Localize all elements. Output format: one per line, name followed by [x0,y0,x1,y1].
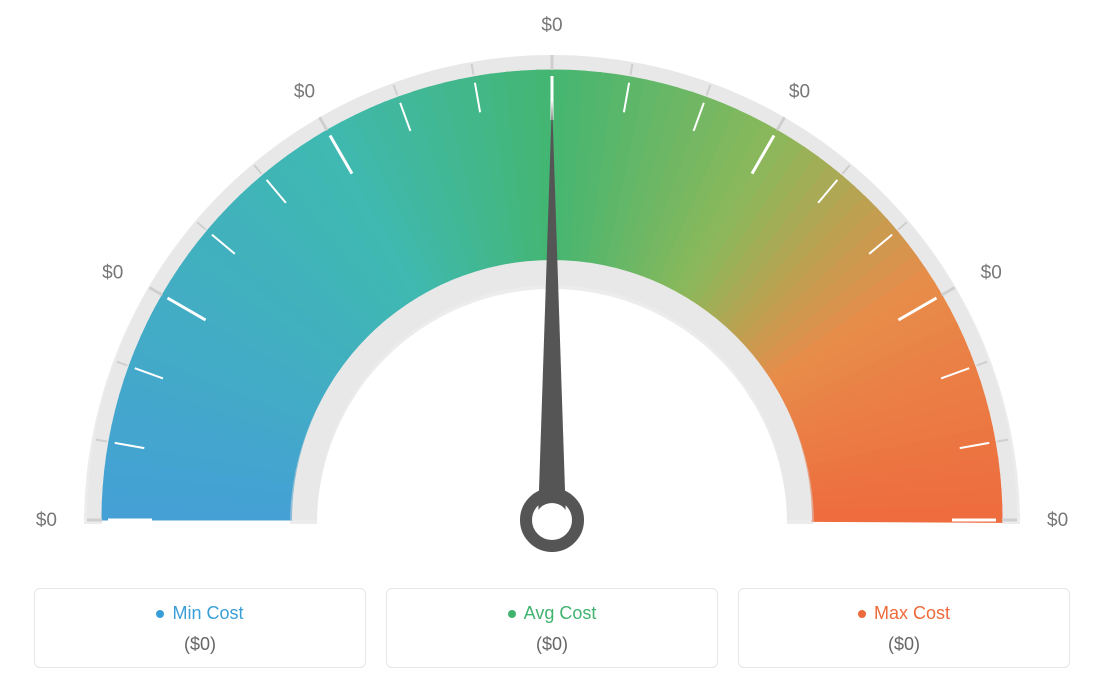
legend-dot-min [156,610,164,618]
legend-value-max: ($0) [749,634,1059,655]
legend-row: Min Cost ($0) Avg Cost ($0) Max Cost ($0… [34,588,1070,668]
legend-card-min: Min Cost ($0) [34,588,366,668]
legend-title-max: Max Cost [858,603,950,624]
gauge-area: $0 $0 $0 $0 $0 $0 $0 [0,0,1104,560]
svg-text:$0: $0 [981,263,1002,284]
legend-label-avg: Avg Cost [524,603,597,624]
legend-value-avg: ($0) [397,634,707,655]
legend-card-avg: Avg Cost ($0) [386,588,718,668]
svg-text:$0: $0 [294,81,315,102]
legend-dot-avg [508,610,516,618]
svg-text:$0: $0 [102,263,123,284]
legend-label-min: Min Cost [172,603,243,624]
legend-dot-max [858,610,866,618]
svg-text:$0: $0 [36,510,57,531]
svg-text:$0: $0 [789,81,810,102]
svg-text:$0: $0 [1047,510,1068,531]
legend-value-min: ($0) [45,634,355,655]
gauge-chart-container: $0 $0 $0 $0 $0 $0 $0 Min Cost ($0) Avg Cost ($… [0,0,1104,690]
legend-label-max: Max Cost [874,603,950,624]
legend-title-avg: Avg Cost [508,603,597,624]
legend-card-max: Max Cost ($0) [738,588,1070,668]
legend-title-min: Min Cost [156,603,243,624]
svg-text:$0: $0 [541,15,562,36]
gauge-svg: $0 $0 $0 $0 $0 $0 $0 [0,0,1104,560]
